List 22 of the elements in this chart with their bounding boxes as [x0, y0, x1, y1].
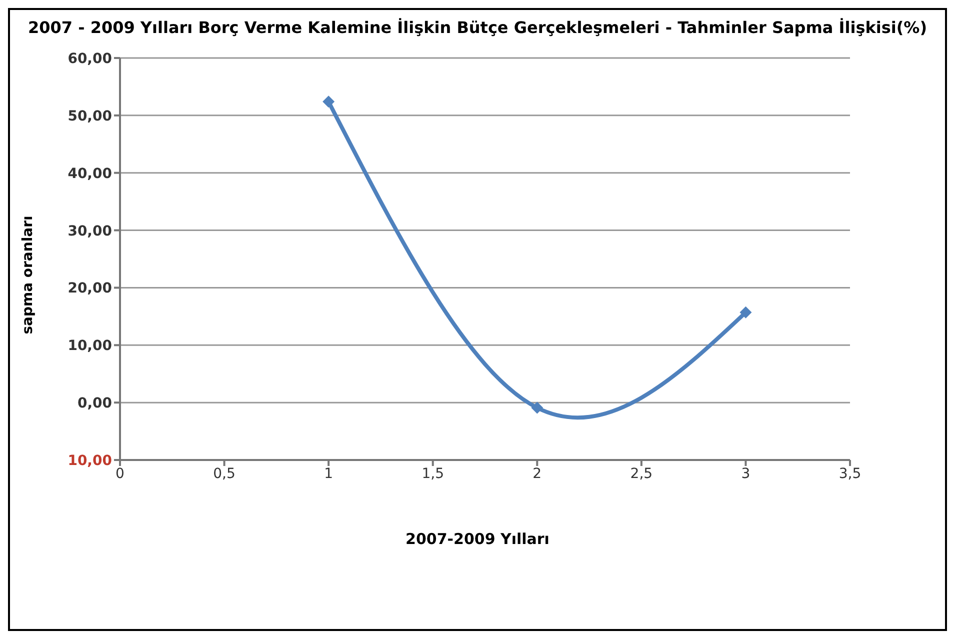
y-tick-label: 60,00 — [68, 51, 112, 67]
y-tick-label: 10,00 — [68, 453, 112, 469]
x-tick-label: 0 — [116, 466, 124, 482]
x-axis-title: 2007-2009 Yılları — [404, 530, 550, 548]
x-tick-label: 2 — [532, 466, 542, 482]
x-tick-label: 0,5 — [213, 466, 236, 482]
y-tick-label: 10,00 — [68, 338, 112, 354]
y-tick-label: 40,00 — [68, 166, 112, 182]
y-tick-label: 50,00 — [68, 108, 112, 124]
y-axis-title: sapma oranları — [20, 216, 36, 334]
x-tick-label: 1,5 — [422, 466, 444, 482]
chart-title: 2007 - 2009 Yılları Borç Verme Kalemine İlişkin Bütçe Gerçekleşmeleri - Tahminler Sapma İlişkisi(%) — [27, 17, 928, 39]
point — [740, 306, 752, 318]
x-tick-label: 2,5 — [630, 466, 653, 482]
y-tick-label: 0,00 — [77, 396, 112, 412]
x-tick-label: 3,5 — [838, 466, 862, 482]
point — [322, 96, 335, 108]
y-tick-label: 20,00 — [68, 280, 112, 297]
y-tick-label: 30,00 — [68, 223, 112, 240]
x-tick-label: 1 — [324, 466, 334, 482]
point — [531, 402, 544, 414]
x-tick-label: 3 — [741, 466, 750, 482]
